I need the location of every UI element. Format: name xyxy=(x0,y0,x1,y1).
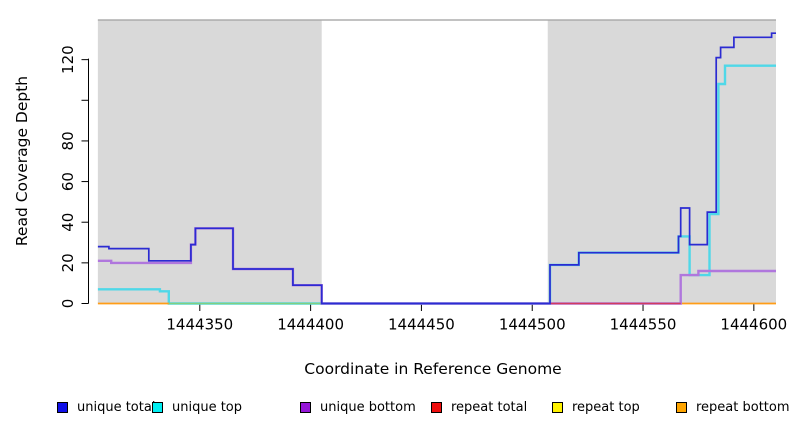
legend-label: repeat top xyxy=(572,399,640,415)
plot-top-border xyxy=(97,19,777,21)
y-tick-label: 20 xyxy=(59,253,77,272)
y-tick-label: 120 xyxy=(59,45,77,74)
legend-swatch-repeat-top xyxy=(552,401,563,413)
legend-item-repeat-bottom: repeat bottom xyxy=(676,398,790,416)
shaded-region xyxy=(547,19,776,304)
coverage-chart-svg: 0 20 40 60 80 120 1444350 1444400 1444450 1444500… xyxy=(13,19,787,378)
legend-item-repeat-total: repeat total xyxy=(431,398,527,416)
y-tick-label: 0 xyxy=(59,299,77,309)
axes-layer: 0 20 40 60 80 120 1444350 1444400 1444450 1444500… xyxy=(59,45,787,333)
y-tick-label: 80 xyxy=(59,131,77,150)
coverage-chart: 0 20 40 60 80 120 1444350 1444400 1444450 1444500… xyxy=(13,19,787,378)
legend-swatch-repeat-total xyxy=(431,401,442,413)
legend-label: unique bottom xyxy=(320,399,416,415)
legend-swatch-unique-total xyxy=(57,401,68,413)
y-tick-label: 60 xyxy=(59,172,77,191)
legend-label: repeat bottom xyxy=(696,399,790,415)
legend-label: unique top xyxy=(172,399,243,415)
y-tick-label: 40 xyxy=(59,213,77,232)
legend-swatch-unique-bottom xyxy=(300,401,311,413)
legend-item-repeat-top: repeat top xyxy=(552,398,640,416)
x-tick-label: 1444450 xyxy=(388,316,455,334)
x-tick-label: 1444350 xyxy=(166,316,233,334)
x-axis-title: Coordinate in Reference Genome xyxy=(304,360,561,378)
series-lines-layer xyxy=(97,32,776,305)
x-tick-label: 1444400 xyxy=(277,316,344,334)
legend-label: unique total xyxy=(77,399,156,415)
y-axis-title: Read Coverage Depth xyxy=(13,76,31,246)
shaded-region xyxy=(97,19,322,304)
legend-label: repeat total xyxy=(451,399,528,415)
series-line-unique-total xyxy=(97,32,776,305)
legend-item-unique-bottom: unique bottom xyxy=(300,398,416,416)
legend-item-unique-top: unique top xyxy=(152,398,242,416)
shaded-regions-layer xyxy=(97,19,777,304)
legend-swatch-repeat-bottom xyxy=(676,401,687,413)
x-tick-label: 1444500 xyxy=(499,316,566,334)
legend-item-unique-total: unique total xyxy=(57,398,155,416)
legend-swatch-unique-top xyxy=(152,401,163,413)
x-tick-label: 1444600 xyxy=(720,316,787,334)
x-tick-label: 1444550 xyxy=(610,316,677,334)
legend: unique total unique top unique bottom repea… xyxy=(0,398,792,418)
